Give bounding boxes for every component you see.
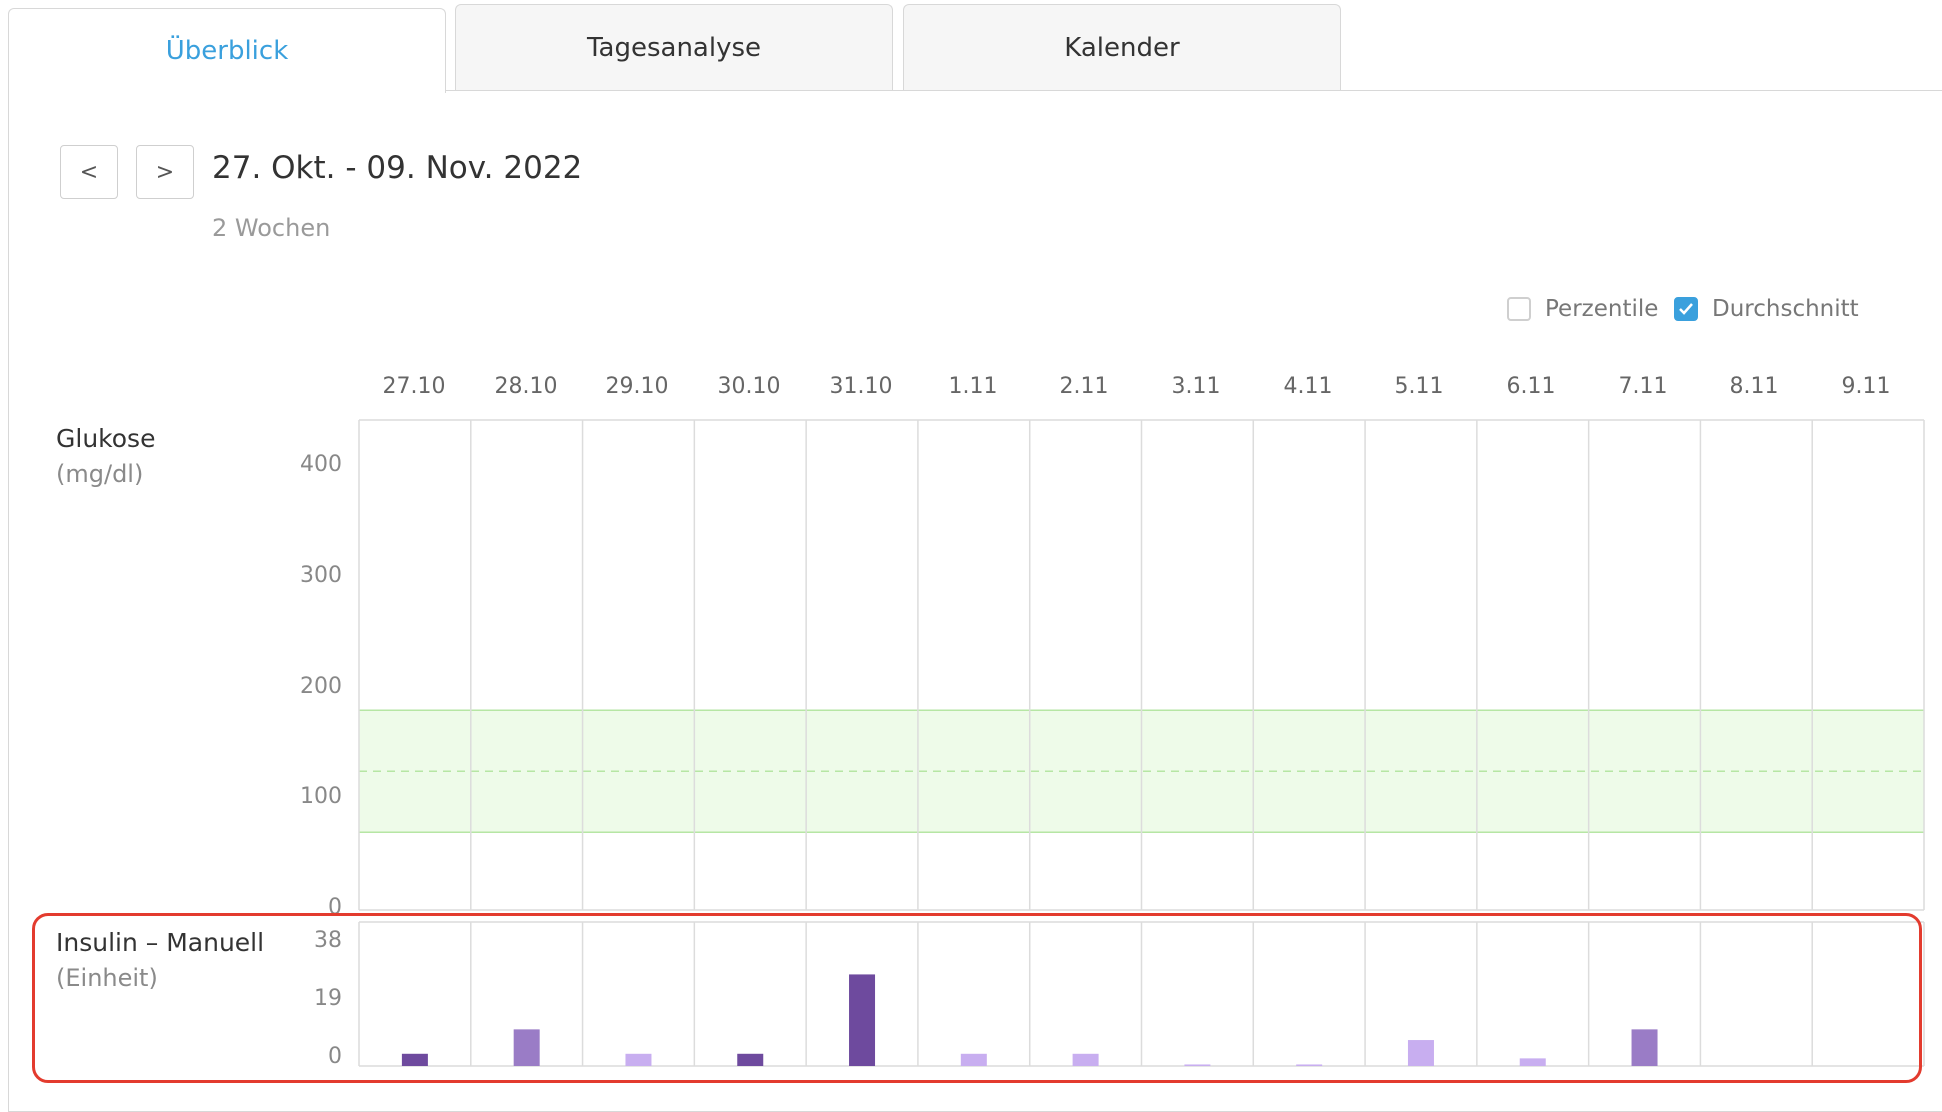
insulin-bar [1296, 1064, 1323, 1066]
date-label: 2.11 [1059, 374, 1109, 399]
average-checkbox[interactable] [1674, 297, 1698, 321]
date-label: 27.10 [382, 374, 446, 399]
percentile-toggle[interactable]: Perzentile [1507, 296, 1658, 322]
percentile-checkbox[interactable] [1507, 297, 1531, 321]
glucose-ytick: 200 [300, 674, 342, 699]
insulin-bar [960, 1053, 987, 1066]
insulin-bar [1407, 1040, 1434, 1066]
insulin-bar [1072, 1053, 1099, 1066]
date-range-subtitle: 2 Wochen [212, 214, 331, 242]
average-toggle[interactable]: Durchschnitt [1674, 296, 1859, 322]
date-label: 31.10 [829, 374, 893, 399]
glucose-ytick: 300 [300, 563, 342, 588]
date-range-title: 27. Okt. - 09. Nov. 2022 [212, 150, 583, 186]
insulin-bar [401, 1053, 428, 1066]
glucose-unit: (mg/dl) [56, 460, 144, 488]
date-label: 7.11 [1618, 374, 1668, 399]
date-label: 28.10 [494, 374, 558, 399]
insulin-unit: (Einheit) [56, 964, 158, 992]
insulin-bar [849, 974, 876, 1066]
date-label: 6.11 [1506, 374, 1556, 399]
date-label: 3.11 [1171, 374, 1221, 399]
tab-daily-analysis[interactable]: Tagesanalyse [455, 4, 893, 91]
tab-daily-analysis-label: Tagesanalyse [586, 33, 762, 63]
date-label: 4.11 [1283, 374, 1333, 399]
insulin-bar [625, 1053, 652, 1066]
date-label: 30.10 [717, 374, 781, 399]
date-label: 29.10 [605, 374, 669, 399]
tab-overview-label: Überblick [165, 36, 289, 66]
insulin-title: Insulin – Manuell [56, 928, 265, 957]
tab-calendar[interactable]: Kalender [903, 4, 1341, 91]
overview-panel [8, 90, 1942, 1112]
checkmark-icon [1679, 303, 1693, 315]
date-label: 9.11 [1841, 374, 1891, 399]
insulin-ytick: 38 [314, 928, 342, 953]
prev-period-label: < [79, 159, 99, 185]
insulin-bar [1519, 1058, 1546, 1066]
glucose-title: Glukose [56, 424, 156, 453]
insulin-ytick: 0 [328, 1044, 342, 1069]
insulin-ytick: 19 [314, 986, 342, 1011]
date-label: 8.11 [1729, 374, 1779, 399]
glucose-ytick: 100 [300, 784, 342, 809]
next-period-button[interactable]: > [136, 145, 194, 199]
next-period-label: > [155, 159, 175, 185]
date-label: 1.11 [948, 374, 998, 399]
average-label: Durchschnitt [1712, 296, 1859, 322]
insulin-bar [737, 1053, 764, 1066]
date-label: 5.11 [1394, 374, 1444, 399]
glucose-ytick: 400 [300, 452, 342, 477]
insulin-bar [513, 1029, 540, 1066]
tab-overview[interactable]: Überblick [8, 8, 446, 93]
insulin-bar [1184, 1064, 1211, 1066]
prev-period-button[interactable]: < [60, 145, 118, 199]
percentile-label: Perzentile [1545, 296, 1659, 322]
tab-calendar-label: Kalender [1064, 33, 1180, 63]
insulin-bar [1631, 1029, 1658, 1066]
